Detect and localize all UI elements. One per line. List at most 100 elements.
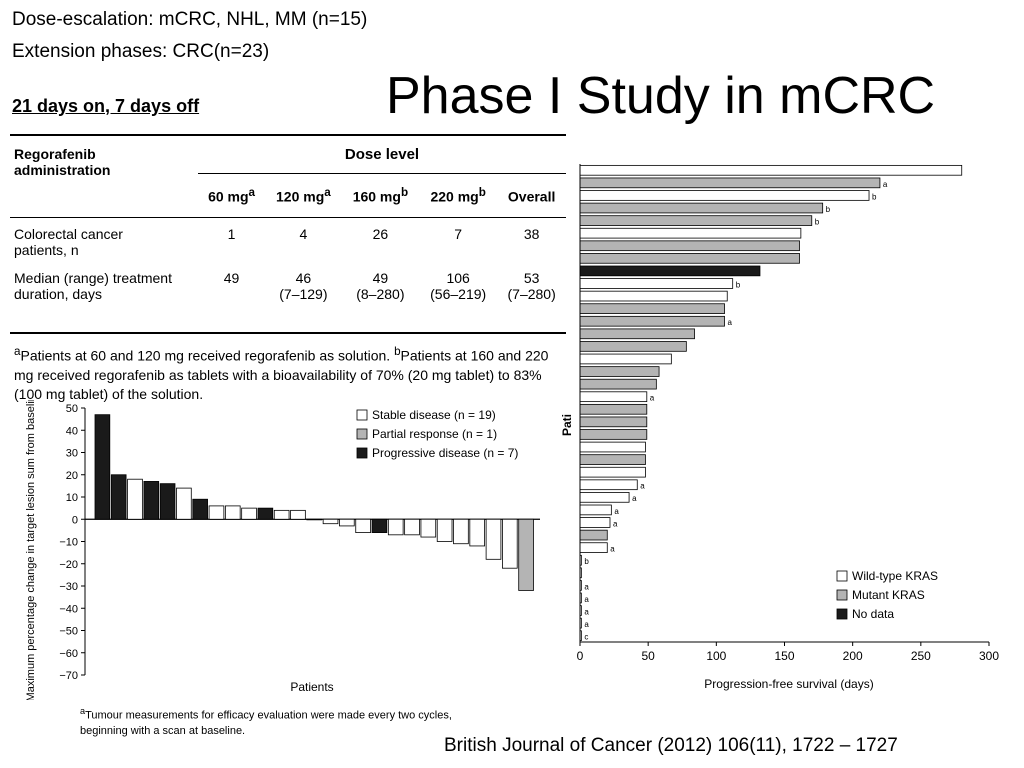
table-cell: 7	[454, 225, 463, 242]
pfs-x-tick-label: 300	[979, 649, 999, 663]
waterfall-bar	[257, 507, 274, 520]
table-row: Colorectal cancer patients, n 1 4 26 7 38	[10, 217, 566, 260]
enrollment-extension: Extension phases: CRC(n=23)	[12, 41, 270, 62]
waterfall-bar	[453, 518, 469, 545]
pfs-ylabel: Pati	[560, 414, 574, 436]
waterfall-bar	[192, 498, 208, 520]
waterfall-y-tick-label: −40	[59, 603, 78, 615]
waterfall-bar	[502, 518, 518, 569]
dose-table: Regorafenib administration Dose level 60…	[10, 144, 566, 304]
waterfall-ylabel: Maximum percentage change in target lesi…	[23, 400, 38, 700]
pfs-bar	[579, 328, 695, 340]
legend-label: Stable disease (n = 19)	[372, 408, 496, 422]
waterfall-bar	[322, 518, 339, 525]
pfs-bar	[579, 227, 802, 239]
pfs-bar	[579, 542, 608, 553]
legend-label: Mutant KRAS	[852, 588, 925, 602]
pfs-bar	[579, 517, 611, 528]
pfs-bar-note: a	[584, 582, 589, 591]
pfs-bar	[579, 190, 870, 201]
pfs-x-tick-label: 150	[774, 649, 794, 663]
waterfall-bar	[110, 474, 127, 520]
waterfall-bar	[241, 507, 257, 520]
waterfall-bar	[143, 481, 160, 520]
column-header: 120 mga	[276, 186, 331, 205]
waterfall-bar	[339, 518, 355, 527]
pfs-bar	[579, 429, 648, 440]
legend-swatch	[356, 447, 368, 459]
pfs-x-tick-label: 50	[641, 649, 655, 663]
pfs-x-tick-label: 100	[706, 649, 726, 663]
pfs-bar-note: a	[614, 507, 619, 516]
table-cell: 46 (7–129)	[279, 269, 328, 302]
waterfall-xlabel: Patients	[290, 680, 333, 694]
table-cell: 49 (8–280)	[356, 269, 405, 302]
table-dose-row: 60 mga 120 mga 160 mgb 220 mgb Overall	[10, 174, 566, 218]
legend-swatch	[836, 570, 848, 582]
pfs-bar-note: c	[584, 633, 588, 642]
waterfall-bar	[306, 518, 323, 521]
pfs-bar	[579, 177, 881, 189]
pfs-bar-note: a	[584, 595, 589, 604]
table-cell: 53 (7–280)	[507, 269, 556, 302]
waterfall-bar	[224, 505, 241, 520]
waterfall-y-tick-label: −10	[59, 537, 78, 549]
slide-title: Phase I Study in mCRC	[386, 67, 936, 125]
column-header: 60 mga	[208, 186, 256, 205]
pfs-bar	[579, 466, 646, 478]
pfs-bar	[579, 529, 608, 541]
pfs-bar-note: a	[640, 482, 645, 491]
pfs-bar-note: a	[728, 318, 733, 327]
legend-swatch	[356, 409, 368, 421]
waterfall-bar	[485, 518, 502, 560]
dosing-schedule: 21 days on, 7 days off	[12, 96, 200, 116]
pfs-bar-note: a	[650, 394, 655, 403]
pfs-bar-note: b	[815, 218, 820, 227]
waterfall-bar	[94, 414, 111, 520]
pfs-bar-note: a	[584, 607, 589, 616]
column-header: Overall	[507, 188, 556, 205]
pfs-bar	[579, 403, 648, 415]
waterfall-bar	[469, 518, 486, 547]
waterfall-bar	[371, 518, 388, 534]
pfs-bar-note: a	[632, 494, 637, 503]
waterfall-y-tick-label: 40	[66, 425, 78, 437]
legend-swatch	[356, 428, 368, 440]
pfs-bar	[579, 416, 648, 428]
table-cell: 106 (56–219)	[430, 269, 487, 302]
pfs-bar	[579, 315, 725, 327]
waterfall-y-tick-label: 0	[72, 514, 78, 526]
legend-label: Partial response (n = 1)	[372, 427, 497, 441]
pfs-bar	[579, 164, 963, 176]
waterfall-bar	[127, 478, 143, 520]
table-row-header: Regorafenib administration	[14, 146, 111, 178]
table-cell: 1	[227, 225, 236, 242]
pfs-bar	[579, 454, 646, 465]
waterfall-bar	[518, 518, 534, 591]
pfs-bar	[579, 290, 728, 302]
pfs-bar	[579, 441, 646, 453]
pfs-bar-note: a	[883, 180, 888, 189]
pfs-bar	[579, 265, 761, 277]
waterfall-chart: 50 40 30 20 10 0 −10 −20 −30 −40 −50 −60 −70 Maximum…	[23, 400, 540, 700]
pfs-x-tick-label: 200	[843, 649, 863, 663]
waterfall-y-tick-label: −20	[59, 559, 78, 571]
pfs-bar-note: a	[613, 519, 618, 528]
row-label: Colorectal cancer patients, n	[14, 225, 123, 258]
pfs-xlabel: Progression-free survival (days)	[704, 677, 873, 691]
pfs-bar	[579, 202, 824, 214]
pfs-legend: Wild-type KRAS Mutant KRAS No data	[836, 569, 938, 621]
pfs-bar	[579, 391, 648, 403]
waterfall-y-tick-label: 10	[66, 492, 78, 504]
legend-swatch	[836, 608, 848, 620]
pfs-bar	[579, 504, 612, 516]
dose-table-bottom-rule	[10, 332, 566, 334]
table-cell: 38	[523, 225, 540, 242]
pfs-bar-note: a	[610, 545, 615, 554]
legend-label: Progressive disease (n = 7)	[372, 446, 518, 460]
column-header: 220 mgb	[430, 186, 486, 205]
waterfall-y-tick-label: −50	[59, 626, 78, 638]
pfs-bar-note: b	[872, 192, 877, 201]
column-header: 160 mgb	[352, 186, 409, 205]
